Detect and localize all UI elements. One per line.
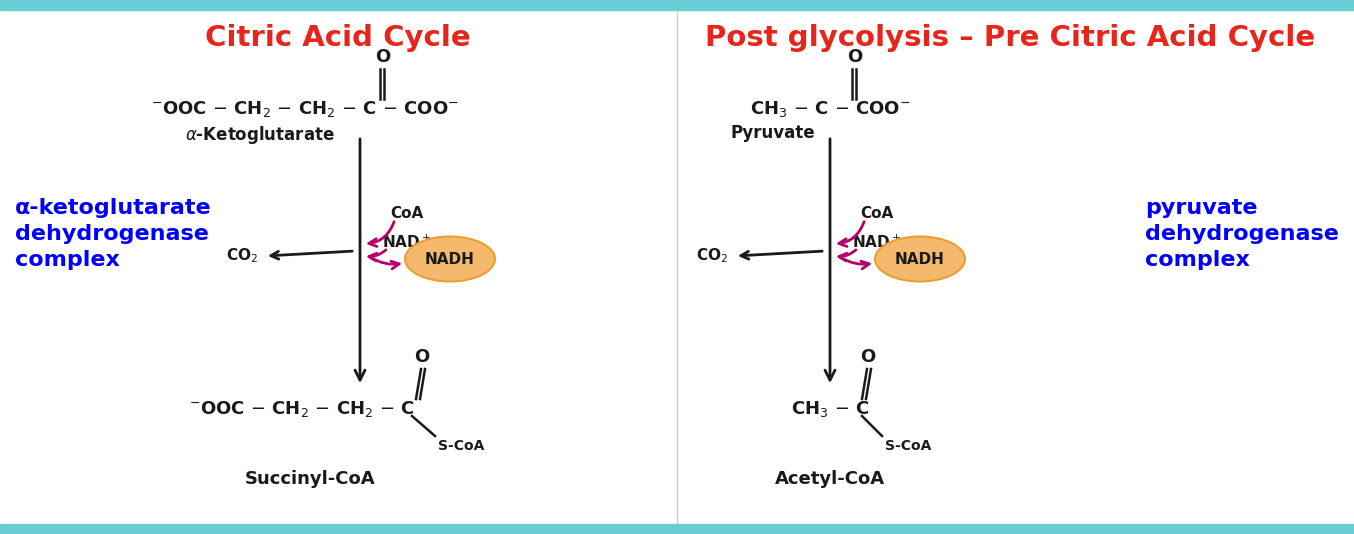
Text: CO$_2$: CO$_2$: [696, 247, 728, 265]
Text: NADH: NADH: [895, 252, 945, 266]
Text: $^{-}$OOC $-$ CH$_2$ $-$ CH$_2$ $-$ C $-$ COO$^{-}$: $^{-}$OOC $-$ CH$_2$ $-$ CH$_2$ $-$ C $-…: [152, 99, 459, 119]
Text: O: O: [860, 348, 876, 366]
Text: CO$_2$: CO$_2$: [226, 247, 259, 265]
Text: Acetyl-CoA: Acetyl-CoA: [774, 470, 886, 488]
Text: $^{-}$OOC $-$ CH$_2$ $-$ CH$_2$ $-$ C: $^{-}$OOC $-$ CH$_2$ $-$ CH$_2$ $-$ C: [190, 399, 414, 419]
Text: S-CoA: S-CoA: [437, 439, 485, 453]
Ellipse shape: [405, 237, 496, 281]
Text: O: O: [848, 48, 862, 66]
Text: S-CoA: S-CoA: [886, 439, 932, 453]
Text: CoA: CoA: [860, 207, 894, 222]
Bar: [0, 0, 1354, 10]
Ellipse shape: [875, 237, 965, 281]
FancyArrowPatch shape: [271, 251, 352, 259]
Text: Pyruvate: Pyruvate: [730, 124, 815, 142]
Text: Succinyl-CoA: Succinyl-CoA: [245, 470, 375, 488]
Text: O: O: [414, 348, 429, 366]
Text: $\alpha$-Ketoglutarate: $\alpha$-Ketoglutarate: [185, 124, 334, 146]
FancyArrowPatch shape: [368, 222, 394, 247]
Text: CoA: CoA: [390, 207, 424, 222]
Text: CH$_3$ $-$ C: CH$_3$ $-$ C: [791, 399, 869, 419]
Text: CH$_3$ $-$ C $-$ COO$^{-}$: CH$_3$ $-$ C $-$ COO$^{-}$: [750, 99, 910, 119]
FancyArrowPatch shape: [741, 251, 822, 259]
Text: Post glycolysis – Pre Citric Acid Cycle: Post glycolysis – Pre Citric Acid Cycle: [705, 24, 1315, 52]
Bar: [0, 524, 1354, 534]
Text: O: O: [375, 48, 390, 66]
Text: α-ketoglutarate
dehydrogenase
complex: α-ketoglutarate dehydrogenase complex: [15, 198, 211, 270]
FancyArrowPatch shape: [368, 250, 386, 261]
Text: NAD$^+$: NAD$^+$: [852, 233, 902, 250]
FancyArrowPatch shape: [371, 257, 399, 269]
FancyArrowPatch shape: [839, 222, 864, 247]
FancyArrowPatch shape: [839, 250, 856, 261]
FancyArrowPatch shape: [841, 257, 869, 269]
Text: Citric Acid Cycle: Citric Acid Cycle: [206, 24, 471, 52]
Text: NADH: NADH: [425, 252, 475, 266]
Text: pyruvate
dehydrogenase
complex: pyruvate dehydrogenase complex: [1145, 198, 1339, 270]
Text: NAD$^+$: NAD$^+$: [382, 233, 431, 250]
